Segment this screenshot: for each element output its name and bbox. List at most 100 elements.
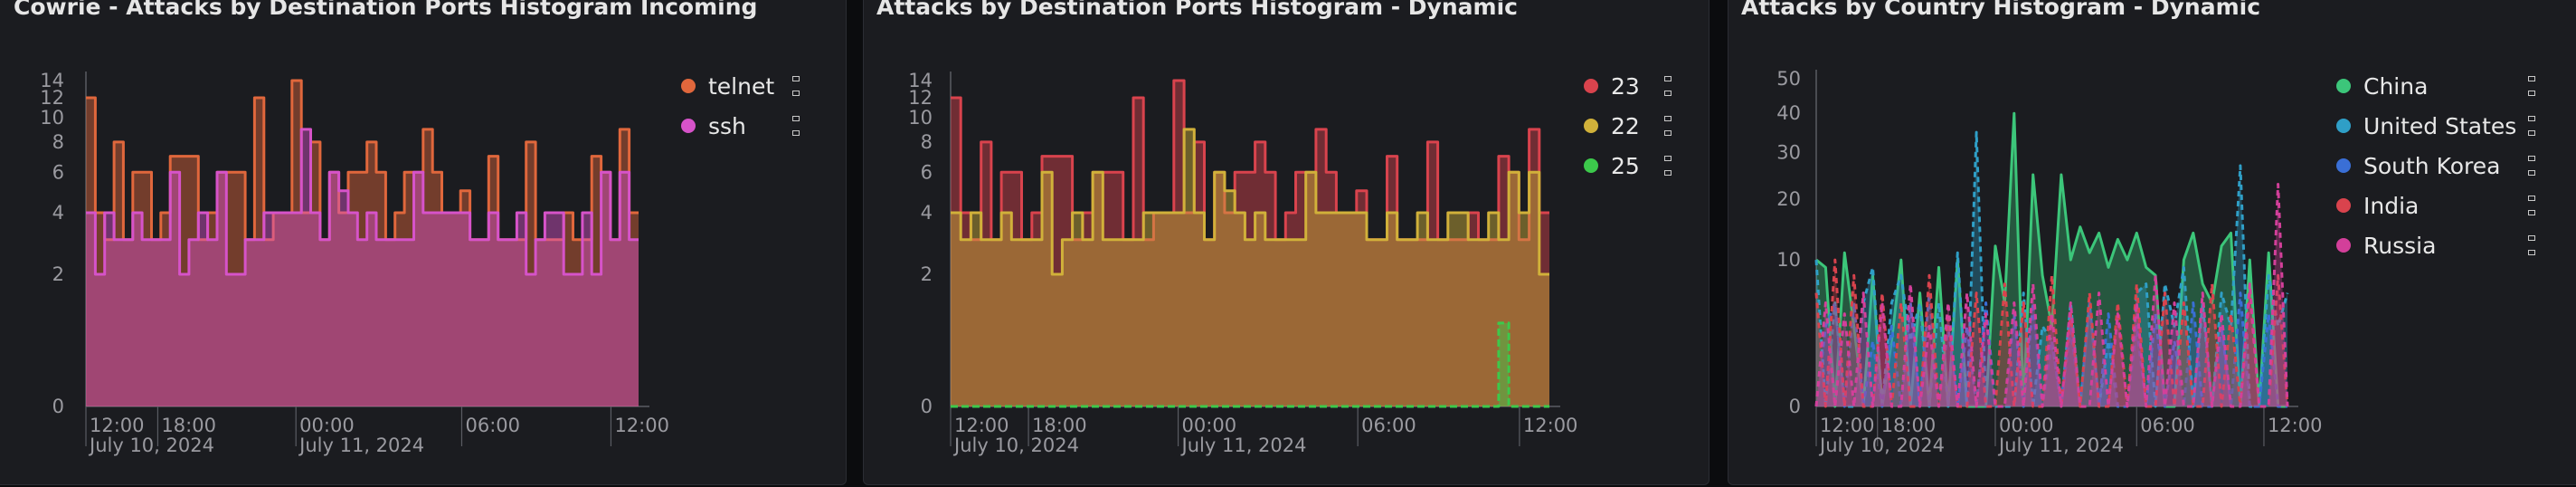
y-tick-label: 20	[1776, 188, 1801, 210]
y-tick-label: 6	[921, 161, 933, 183]
series-area-india	[1816, 260, 2287, 406]
x-date-label: July 10, 2024	[952, 434, 1079, 456]
legend-label: ssh	[708, 112, 746, 139]
legend-menu-icon[interactable]	[2528, 156, 2535, 176]
y-tick-label: 30	[1776, 142, 1801, 164]
y-tick-label: 2	[921, 263, 933, 285]
x-date-label: July 10, 2024	[88, 434, 214, 456]
x-tick-label: 00:00	[1999, 415, 2054, 436]
y-tick-label: 10	[40, 107, 64, 129]
x-tick-label: 06:00	[465, 415, 520, 436]
legend-menu-icon[interactable]	[792, 76, 800, 96]
legend-label: 25	[1611, 152, 1640, 179]
legend-menu-icon[interactable]	[792, 116, 800, 136]
x-tick-label: 06:00	[1361, 415, 1416, 436]
series-area-united-states	[1816, 132, 2287, 406]
series-line-south-korea	[1814, 291, 2287, 408]
legend-item-telnet[interactable]: telnet	[681, 66, 800, 106]
panel-title: Attacks by Destination Ports Histogram -…	[876, 0, 1518, 20]
series-area-russia	[1816, 184, 2287, 406]
series-color-dot	[2336, 79, 2351, 93]
x-tick-label: 06:00	[2140, 415, 2195, 436]
x-tick-label: 12:00	[2268, 415, 2323, 436]
x-tick-label: 12:00	[954, 415, 1009, 436]
y-tick-label: 0	[921, 396, 933, 417]
y-tick-label: 8	[52, 131, 64, 153]
series-color-dot	[2336, 238, 2351, 253]
series-line-25	[951, 321, 1549, 408]
series-area-22	[951, 129, 1549, 406]
series-color-dot	[681, 79, 696, 93]
y-tick-label: 12	[40, 87, 64, 109]
legend: telnet ssh	[681, 66, 800, 146]
legend-menu-icon[interactable]	[2528, 76, 2535, 96]
series-area-telnet	[86, 81, 639, 406]
legend-menu-icon[interactable]	[2528, 235, 2535, 255]
y-tick-label: 8	[921, 131, 933, 153]
legend-item-23[interactable]: 23	[1584, 66, 1672, 106]
series-color-dot	[1584, 119, 1598, 133]
panel-title: Attacks by Country Histogram - Dynamic	[1741, 0, 2261, 20]
panel-country: Attacks by Country Histogram - Dynamic 0…	[1728, 0, 2576, 485]
legend-item-22[interactable]: 22	[1584, 106, 1672, 146]
legend-menu-icon[interactable]	[2528, 116, 2535, 136]
legend-label: India	[2363, 192, 2420, 219]
y-tick-label: 50	[1776, 68, 1801, 90]
series-line-22	[951, 128, 1549, 276]
legend-label: South Korea	[2363, 152, 2501, 179]
series-area-ssh	[86, 129, 639, 406]
series-area-23	[951, 81, 1549, 406]
legend-menu-icon[interactable]	[2528, 196, 2535, 215]
legend-menu-icon[interactable]	[1664, 116, 1672, 136]
panel-cowrie-ports: Cowrie - Attacks by Destination Ports Hi…	[0, 0, 847, 485]
y-tick-label: 10	[908, 107, 933, 129]
series-line-ssh	[86, 128, 639, 276]
y-tick-label: 14	[908, 70, 933, 91]
series-line-united-states	[1814, 130, 2289, 408]
legend: China United States South Korea India Ru	[2336, 66, 2535, 265]
y-tick-label: 4	[921, 202, 933, 224]
legend-menu-icon[interactable]	[1664, 156, 1672, 176]
x-date-label: July 11, 2024	[1180, 434, 1307, 456]
x-tick-label: 00:00	[1182, 415, 1237, 436]
x-tick-label: 18:00	[1032, 415, 1087, 436]
y-tick-label: 0	[1789, 396, 1801, 417]
y-tick-label: 14	[40, 70, 64, 91]
legend-label: 22	[1611, 112, 1640, 139]
legend-menu-icon[interactable]	[1664, 76, 1672, 96]
x-tick-label: 12:00	[1523, 415, 1578, 436]
series-color-dot	[1584, 158, 1598, 173]
legend-label: United States	[2363, 112, 2517, 139]
y-tick-label: 6	[52, 161, 64, 183]
panel-title: Cowrie - Attacks by Destination Ports Hi…	[14, 0, 758, 20]
y-tick-label: 0	[52, 396, 64, 417]
panel-dynamic-ports: Attacks by Destination Ports Histogram -…	[863, 0, 1709, 485]
series-color-dot	[1584, 79, 1598, 93]
x-tick-label: 18:00	[1881, 415, 1937, 436]
legend-label: telnet	[708, 72, 775, 100]
x-date-label: July 10, 2024	[1818, 434, 1945, 456]
y-tick-label: 4	[52, 202, 64, 224]
legend-item-south-korea[interactable]: South Korea	[2336, 146, 2535, 186]
y-tick-label: 2	[52, 263, 64, 285]
series-color-dot	[2336, 158, 2351, 173]
legend-item-united-states[interactable]: United States	[2336, 106, 2535, 146]
legend-item-india[interactable]: India	[2336, 186, 2535, 225]
series-color-dot	[2336, 198, 2351, 213]
x-tick-label: 00:00	[299, 415, 355, 436]
legend-item-25[interactable]: 25	[1584, 146, 1672, 186]
legend-item-russia[interactable]: Russia	[2336, 225, 2535, 265]
legend-item-china[interactable]: China	[2336, 66, 2535, 106]
y-tick-label: 12	[908, 87, 933, 109]
x-date-label: July 11, 2024	[298, 434, 424, 456]
y-tick-label: 10	[1776, 249, 1801, 271]
x-tick-label: 12:00	[614, 415, 669, 436]
x-tick-label: 12:00	[1820, 415, 1875, 436]
legend-label: China	[2363, 72, 2429, 100]
legend-label: Russia	[2363, 232, 2437, 259]
legend-item-ssh[interactable]: ssh	[681, 106, 800, 146]
